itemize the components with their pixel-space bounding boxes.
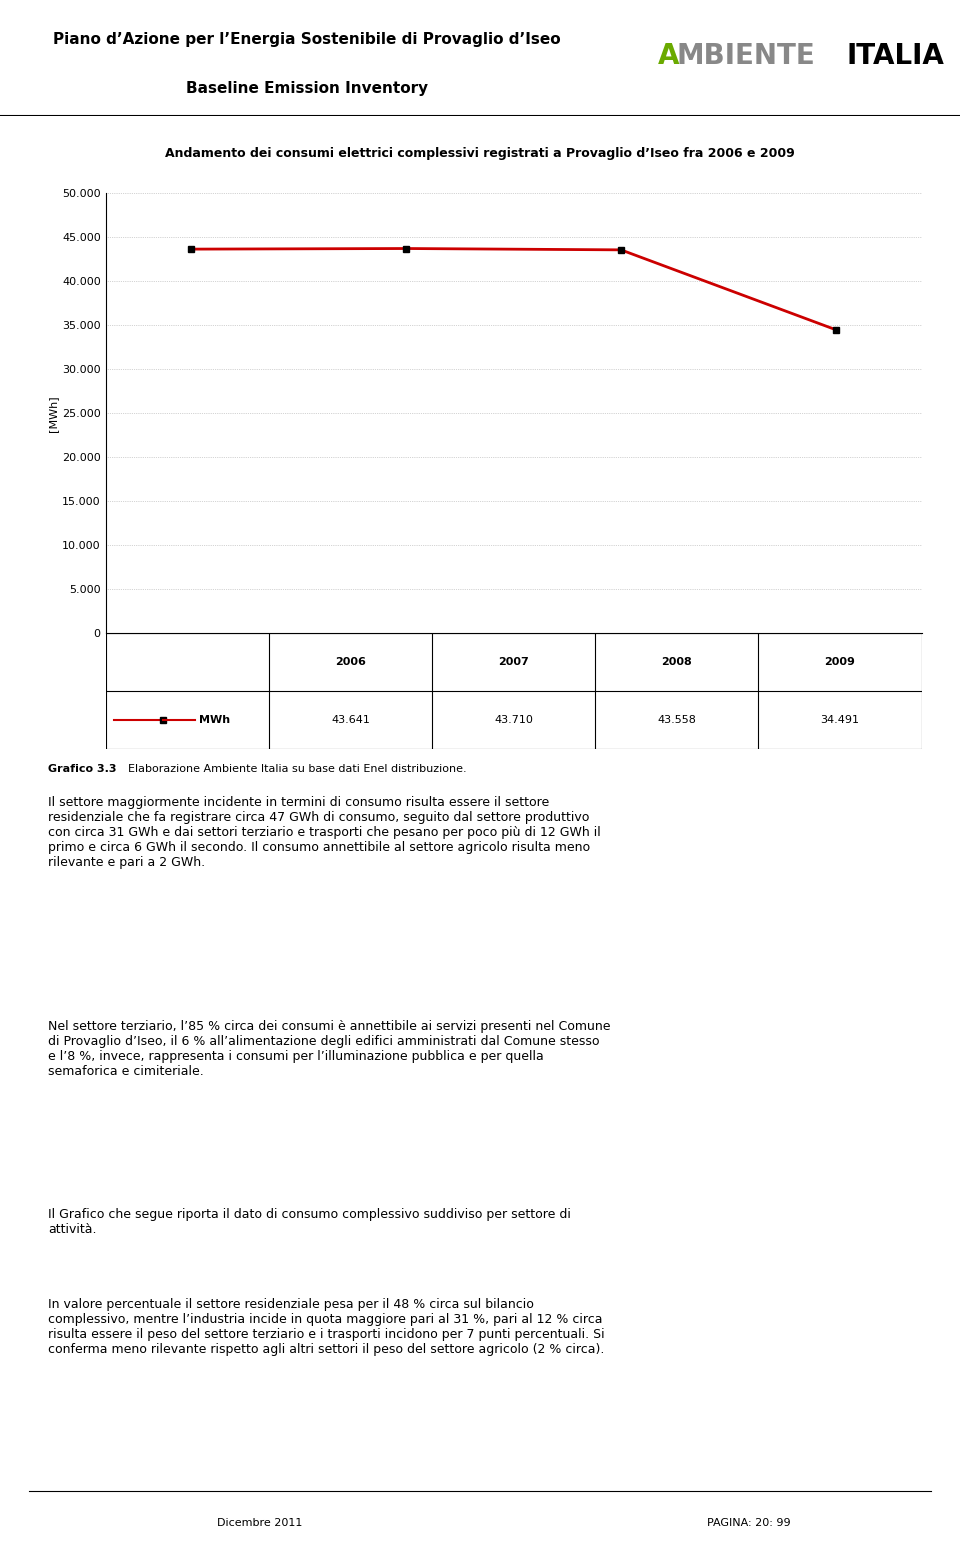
Text: Il Grafico che segue riporta il dato di consumo complessivo suddiviso per settor: Il Grafico che segue riporta il dato di … [48,1208,571,1236]
Text: PAGINA: 20: 99: PAGINA: 20: 99 [707,1519,791,1528]
Text: 34.491: 34.491 [821,715,859,725]
Y-axis label: [MWh]: [MWh] [48,396,58,431]
Text: 43.558: 43.558 [658,715,696,725]
Text: Baseline Emission Inventory: Baseline Emission Inventory [186,80,428,96]
Text: Grafico 3.3: Grafico 3.3 [48,763,120,774]
Text: A: A [658,42,679,70]
Text: 2008: 2008 [661,658,692,667]
Text: ITALIA: ITALIA [847,42,945,70]
Text: 43.710: 43.710 [494,715,533,725]
Text: MWh: MWh [200,715,230,725]
Text: Andamento dei consumi elettrici complessivi registrati a Provaglio d’Iseo fra 20: Andamento dei consumi elettrici compless… [165,147,795,161]
Text: Nel settore terziario, l’85 % circa dei consumi è annettibile ai servizi present: Nel settore terziario, l’85 % circa dei … [48,1020,611,1078]
Text: Il settore maggiormente incidente in termini di consumo risulta essere il settor: Il settore maggiormente incidente in ter… [48,796,601,868]
Text: In valore percentuale il settore residenziale pesa per il 48 % circa sul bilanci: In valore percentuale il settore residen… [48,1298,605,1357]
Text: 43.641: 43.641 [331,715,370,725]
Text: 2009: 2009 [825,658,855,667]
Text: 2007: 2007 [498,658,529,667]
Text: 2006: 2006 [335,658,366,667]
Text: Dicembre 2011: Dicembre 2011 [217,1519,301,1528]
Text: Elaborazione Ambiente Italia su base dati Enel distribuzione.: Elaborazione Ambiente Italia su base dat… [129,763,467,774]
Text: MBIENTE: MBIENTE [677,42,816,70]
Text: Piano d’Azione per l’Energia Sostenibile di Provaglio d’Iseo: Piano d’Azione per l’Energia Sostenibile… [54,32,561,48]
